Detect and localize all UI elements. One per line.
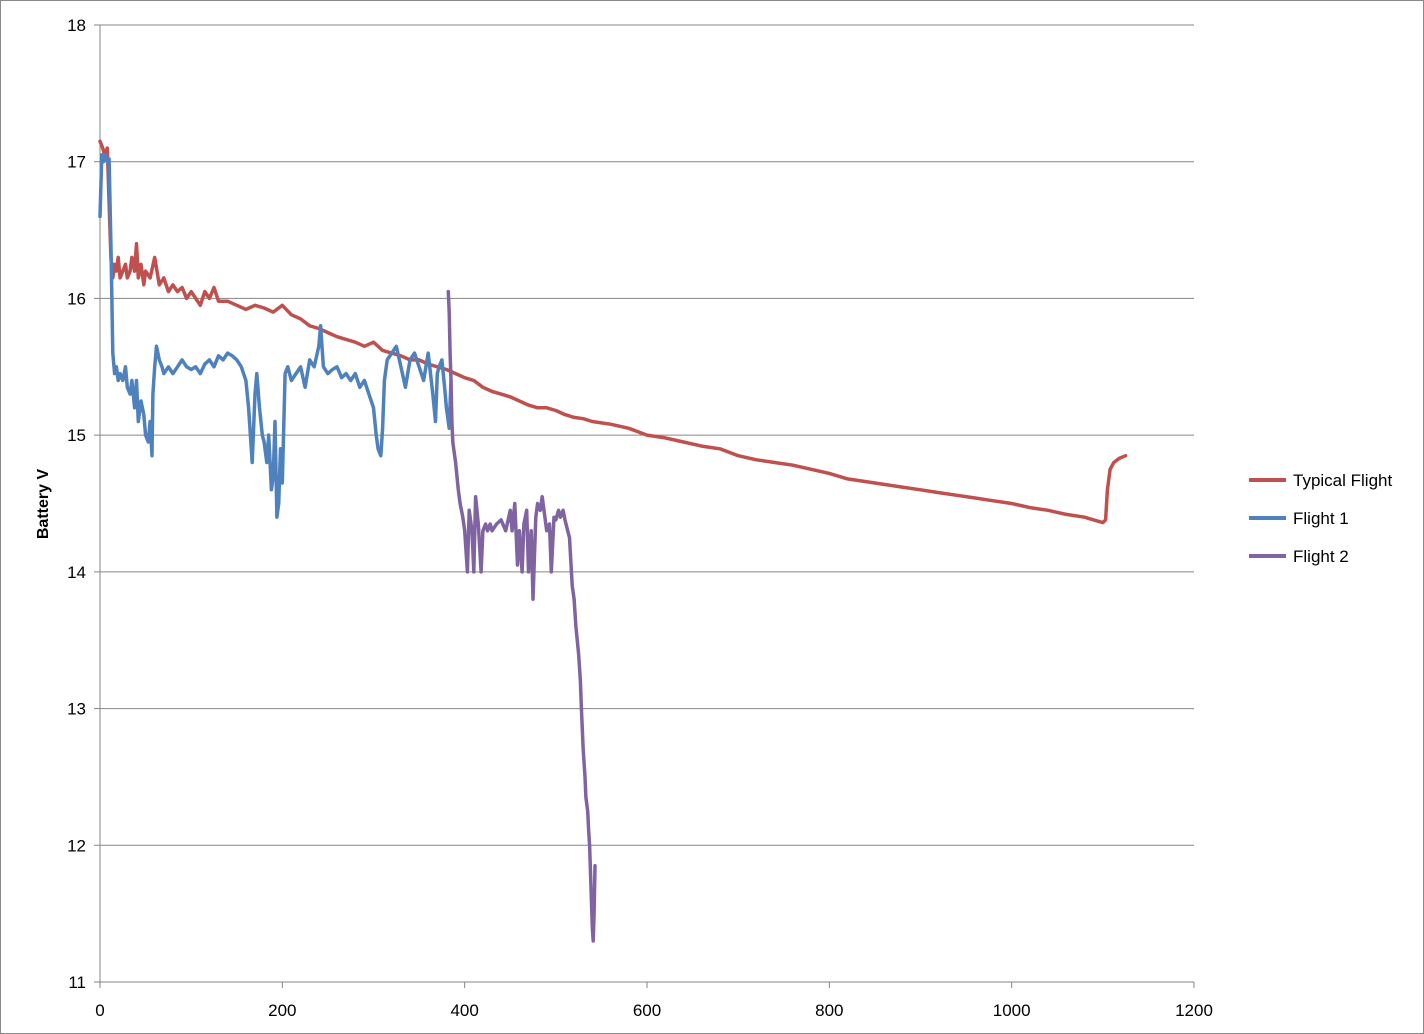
series-line-flight-1: [98, 153, 453, 519]
legend-label: Typical Flight: [1293, 471, 1392, 490]
series-line-flight-2: [446, 289, 597, 943]
x-tick-label: 0: [95, 1001, 104, 1020]
legend-label: Flight 1: [1293, 509, 1349, 528]
x-tick-label: 200: [268, 1001, 296, 1020]
y-axis-title: Battery V: [35, 469, 52, 540]
x-tick-label: 600: [633, 1001, 661, 1020]
legend: Typical Flight Flight 1 Flight 2: [1249, 471, 1392, 566]
y-tick-label: 17: [67, 153, 86, 172]
x-tick-label: 800: [815, 1001, 843, 1020]
y-tick-label: 18: [67, 16, 86, 35]
series-line-typical-flight: [98, 139, 1128, 525]
y-tick-label: 11: [68, 973, 86, 992]
x-tick-label: 400: [450, 1001, 478, 1020]
y-tick-label: 13: [67, 700, 86, 719]
x-tick-label: 1000: [993, 1001, 1031, 1020]
tick-labels: 11 12 13 14 15 16 17 18 0 200 400 600 800 1000 1200: [67, 16, 1213, 1020]
legend-label: Flight 2: [1293, 547, 1349, 566]
y-tick-label: 16: [67, 289, 86, 308]
series-lines: [98, 139, 1128, 943]
x-tick-label: 1200: [1175, 1001, 1213, 1020]
y-tick-label: 14: [67, 563, 86, 582]
y-tick-label: 12: [67, 836, 86, 855]
y-tick-label: 15: [67, 426, 86, 445]
